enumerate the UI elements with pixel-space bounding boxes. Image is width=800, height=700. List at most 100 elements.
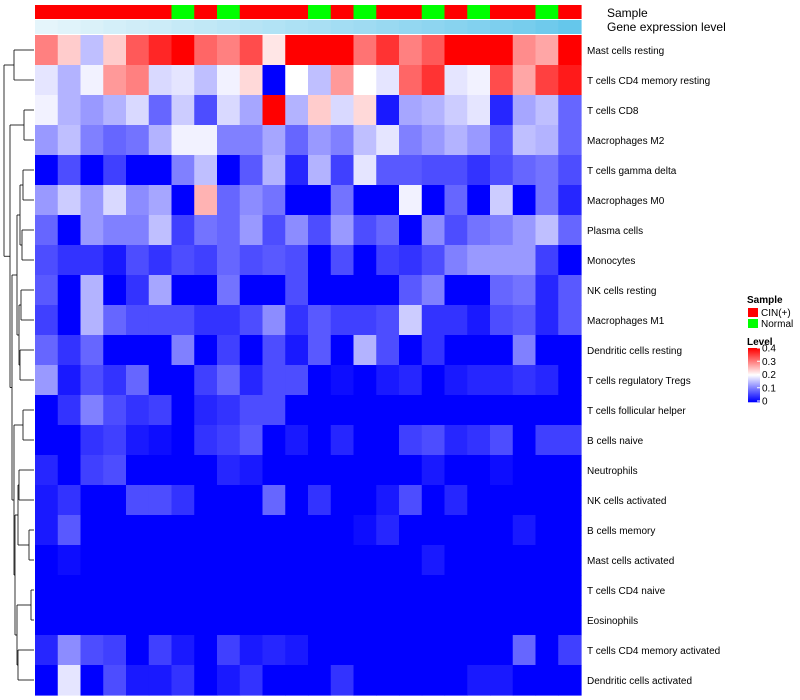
heatmap-cell (308, 245, 332, 276)
heatmap-cell (35, 455, 59, 486)
heatmap-cell (558, 605, 582, 636)
heatmap-cell (490, 605, 514, 636)
heatmap-cell (512, 125, 537, 156)
heatmap-cell (444, 485, 468, 516)
heatmap-cell (285, 185, 309, 216)
heatmap-cell (558, 365, 582, 396)
legend-gradient-strip (748, 366, 760, 368)
heatmap-cell (35, 545, 59, 576)
heatmap-cell (57, 215, 82, 246)
heatmap-cell (467, 365, 491, 396)
heatmap-cell (35, 335, 59, 366)
heatmap-cell (171, 95, 195, 126)
heatmap-cell (399, 545, 423, 576)
legend-gradient-strip (748, 369, 760, 371)
heatmap-cell (490, 575, 514, 606)
expression-track-cell (35, 20, 59, 34)
heatmap-cell (535, 275, 559, 306)
heatmap-cell (239, 545, 264, 576)
heatmap-cell (35, 125, 59, 156)
heatmap-cell (171, 35, 195, 66)
heatmap-cell (421, 575, 446, 606)
heatmap-cell (171, 125, 195, 156)
sample-track-cell (490, 5, 514, 19)
heatmap-cell (558, 575, 582, 606)
legend-gradient-strip (748, 360, 760, 362)
heatmap-cell (490, 305, 514, 336)
heatmap-cell (444, 425, 468, 456)
heatmap-cell (57, 395, 82, 426)
heatmap-cell (421, 65, 446, 96)
heatmap-cell (399, 335, 423, 366)
heatmap-cell (239, 65, 264, 96)
heatmap-cell (490, 545, 514, 576)
expression-track-cell (490, 20, 514, 34)
heatmap-cell (467, 275, 491, 306)
heatmap-cell (148, 605, 173, 636)
heatmap-cell (217, 275, 241, 306)
legend-gradient-strip (748, 390, 760, 392)
heatmap-cell (35, 185, 59, 216)
heatmap-cell (148, 575, 173, 606)
heatmap-cell (444, 455, 468, 486)
heatmap-cell (217, 665, 241, 696)
legend-gradient-strip (748, 355, 760, 357)
heatmap-cell (399, 95, 423, 126)
heatmap-cell (239, 515, 264, 546)
heatmap-cell (444, 185, 468, 216)
heatmap-cell (444, 65, 468, 96)
heatmap-cell (194, 185, 218, 216)
heatmap-cell (126, 305, 150, 336)
row-label: Dendritic cells activated (587, 676, 692, 687)
heatmap-cell (444, 305, 468, 336)
legend-gradient-strip (748, 352, 760, 354)
legend-tick-label: 0 (762, 397, 768, 408)
heatmap-cell (330, 185, 355, 216)
heatmap-cell (285, 215, 309, 246)
heatmap-cell (217, 515, 241, 546)
heatmap-cell (308, 395, 332, 426)
heatmap-cell (535, 185, 559, 216)
heatmap-cell (376, 545, 400, 576)
heatmap-cell (399, 125, 423, 156)
heatmap-cell (376, 665, 400, 696)
heatmap-cell (512, 515, 537, 546)
heatmap-cell (171, 545, 195, 576)
legend-tick-label: 0.4 (762, 344, 776, 355)
heatmap-cell (126, 545, 150, 576)
heatmap-cell (262, 275, 286, 306)
heatmap-cell (285, 635, 309, 666)
heatmap-cell (57, 95, 82, 126)
heatmap-cell (239, 215, 264, 246)
heatmap-cell (353, 395, 377, 426)
heatmap-cell (399, 35, 423, 66)
row-label: Neutrophils (587, 466, 638, 477)
heatmap-cell (490, 275, 514, 306)
heatmap-cell (57, 575, 82, 606)
heatmap-cell (285, 365, 309, 396)
heatmap-cell (330, 455, 355, 486)
heatmap-cell (35, 95, 59, 126)
heatmap-cell (217, 125, 241, 156)
heatmap-cell (376, 125, 400, 156)
heatmap-cell (239, 635, 264, 666)
sample-track-cell (512, 5, 537, 19)
heatmap-cell (308, 515, 332, 546)
heatmap-cell (512, 65, 537, 96)
heatmap-cell (308, 485, 332, 516)
heatmap-cell (421, 515, 446, 546)
heatmap-cell (103, 245, 127, 276)
sample-track-cell (126, 5, 150, 19)
heatmap-cell (148, 455, 173, 486)
heatmap-cell (444, 275, 468, 306)
heatmap-cell (512, 155, 537, 186)
heatmap-cell (239, 125, 264, 156)
heatmap-cell (353, 635, 377, 666)
heatmap-cell (103, 35, 127, 66)
heatmap-cell (376, 335, 400, 366)
heatmap-cell (512, 605, 537, 636)
legend-gradient-strip (748, 358, 760, 360)
heatmap-cell (217, 365, 241, 396)
heatmap-cell (421, 425, 446, 456)
